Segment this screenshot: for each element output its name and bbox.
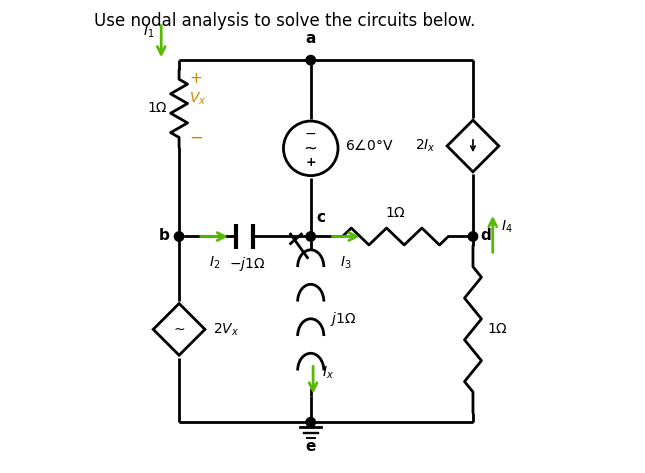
Text: +: + bbox=[190, 71, 202, 87]
Text: $-j1\Omega$: $-j1\Omega$ bbox=[229, 255, 266, 273]
Text: Use nodal analysis to solve the circuits below.: Use nodal analysis to solve the circuits… bbox=[94, 12, 476, 30]
Text: e: e bbox=[306, 438, 316, 454]
Text: +: + bbox=[306, 156, 316, 169]
Text: c: c bbox=[317, 210, 325, 225]
Text: $V_x$: $V_x$ bbox=[190, 91, 207, 107]
Text: $1\Omega$: $1\Omega$ bbox=[385, 206, 406, 220]
Text: $I_x$: $I_x$ bbox=[322, 365, 335, 381]
Text: ~: ~ bbox=[304, 140, 318, 158]
Text: b: b bbox=[159, 228, 170, 243]
Text: −: − bbox=[190, 129, 203, 147]
Text: −: − bbox=[305, 127, 317, 141]
Text: $6\angle0°$V: $6\angle0°$V bbox=[345, 139, 393, 153]
Text: a: a bbox=[306, 31, 316, 46]
Text: $2I_x$: $2I_x$ bbox=[415, 138, 435, 154]
Circle shape bbox=[468, 232, 478, 241]
Text: 1Ω: 1Ω bbox=[148, 101, 167, 115]
Text: $2V_x$: $2V_x$ bbox=[213, 321, 239, 338]
Text: ~: ~ bbox=[174, 323, 185, 336]
Circle shape bbox=[306, 232, 315, 241]
Circle shape bbox=[306, 418, 315, 427]
Text: $j1\Omega$: $j1\Omega$ bbox=[330, 310, 356, 328]
Circle shape bbox=[174, 232, 184, 241]
Circle shape bbox=[306, 55, 315, 65]
Text: $I_3$: $I_3$ bbox=[341, 254, 352, 271]
Text: $I_4$: $I_4$ bbox=[501, 219, 513, 235]
Text: $I_1$: $I_1$ bbox=[143, 24, 154, 40]
Text: d: d bbox=[480, 228, 491, 243]
Text: $1\Omega$: $1\Omega$ bbox=[487, 323, 508, 336]
Text: $I_2$: $I_2$ bbox=[209, 254, 220, 271]
